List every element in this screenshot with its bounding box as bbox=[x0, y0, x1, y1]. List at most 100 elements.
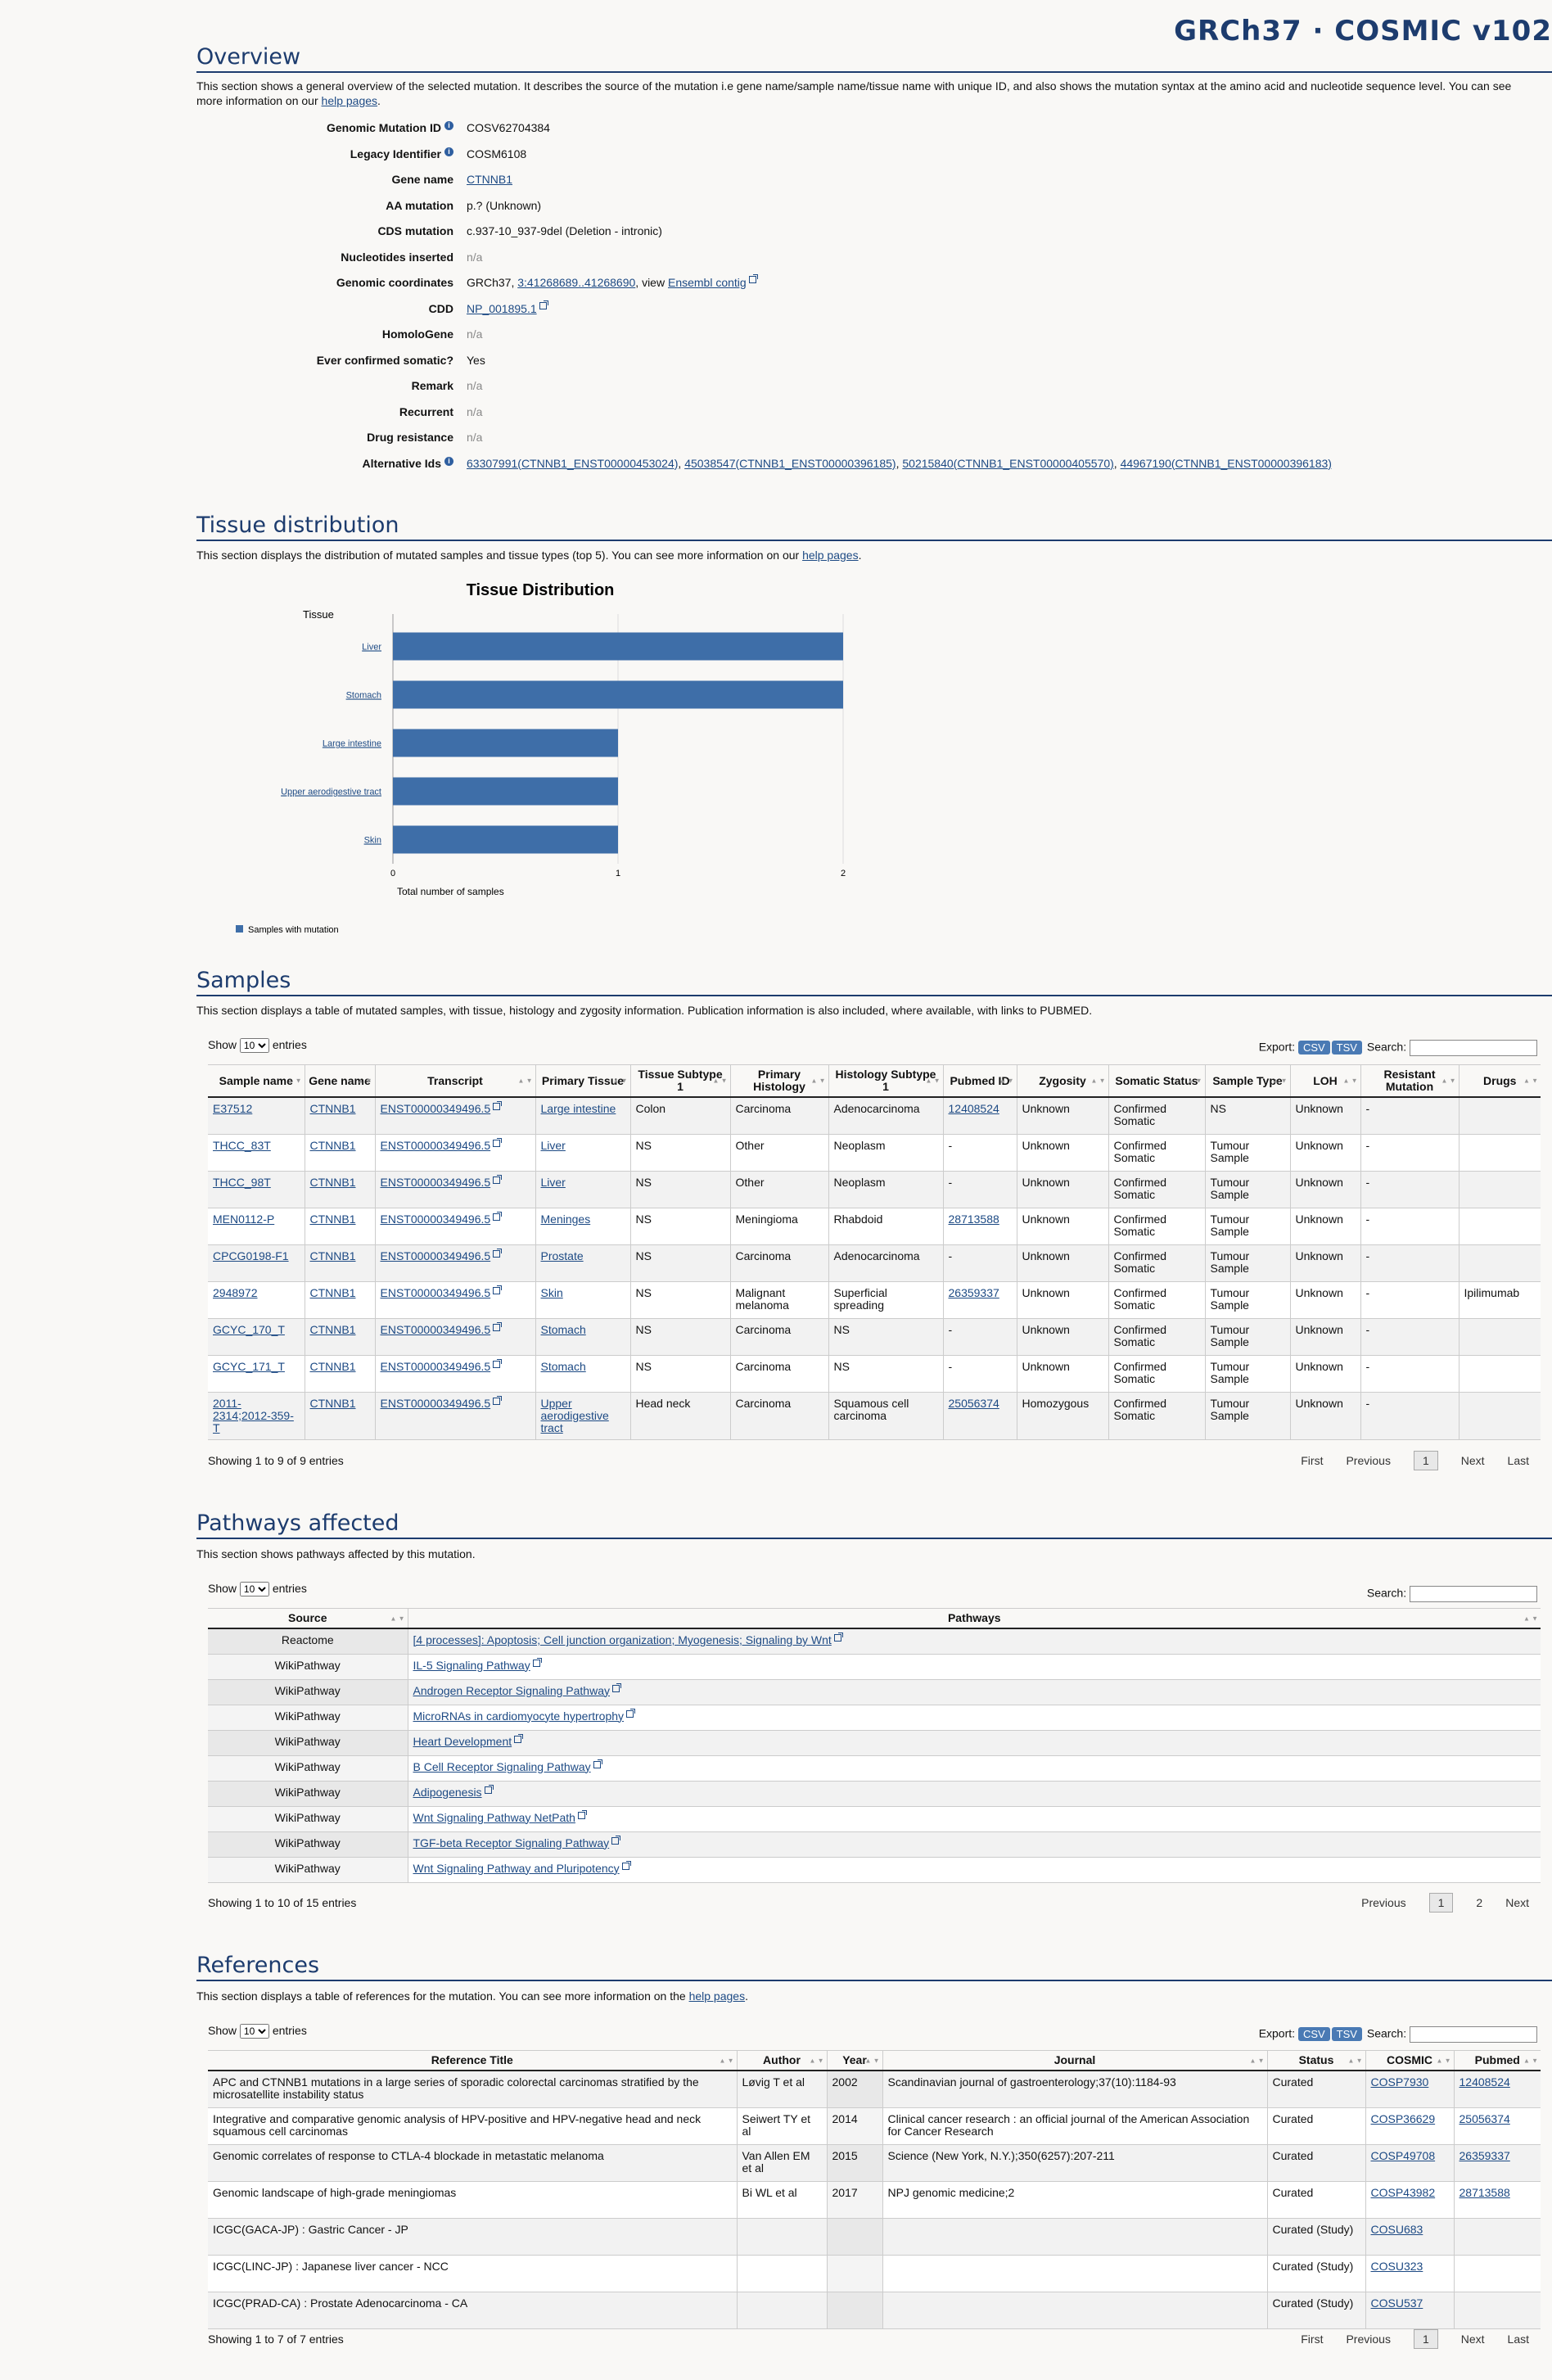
table-cell-link[interactable]: E37512 bbox=[213, 1102, 253, 1115]
samples-previous-button[interactable]: Previous bbox=[1346, 1454, 1391, 1467]
references-help-link[interactable]: help pages bbox=[688, 1989, 746, 2003]
table-cell-link[interactable]: ENST00000349496.5 bbox=[380, 1212, 491, 1226]
table-cell-link[interactable]: CTNNB1 bbox=[309, 1212, 356, 1226]
column-header[interactable]: Gene name ▲ ▼ bbox=[304, 1064, 375, 1098]
table-cell-link[interactable]: Skin bbox=[540, 1285, 563, 1299]
references-page-1-button[interactable]: 1 bbox=[1413, 2329, 1438, 2349]
table-cell-link[interactable]: Stomach bbox=[540, 1359, 586, 1373]
table-cell-link[interactable]: Large intestine bbox=[540, 1102, 616, 1115]
table-cell-link[interactable]: MEN0112-P bbox=[213, 1212, 275, 1226]
overview-field-link[interactable]: NP_001895.1 bbox=[467, 301, 537, 315]
column-header[interactable]: Tissue Subtype 1 ▲ ▼ bbox=[629, 1064, 730, 1098]
samples-entries-select[interactable]: 10 bbox=[239, 1038, 269, 1053]
table-cell-link[interactable]: CTNNB1 bbox=[309, 1102, 356, 1115]
overview-field-link[interactable]: 3:41268689..41268690 bbox=[517, 276, 636, 289]
alternative-id-link[interactable]: 45038547(CTNNB1_ENST00000396185) bbox=[684, 456, 896, 470]
references-previous-button[interactable]: Previous bbox=[1346, 2333, 1391, 2346]
table-cell-link[interactable]: ENST00000349496.5 bbox=[380, 1322, 491, 1336]
samples-next-button[interactable]: Next bbox=[1460, 1454, 1485, 1467]
table-cell-link[interactable]: 12408524 bbox=[1459, 2075, 1510, 2089]
table-cell-link[interactable]: ENST00000349496.5 bbox=[380, 1396, 491, 1410]
table-cell-link[interactable]: CTNNB1 bbox=[309, 1322, 356, 1336]
column-header[interactable]: Pathways ▲ ▼ bbox=[407, 1608, 1541, 1629]
table-cell-link[interactable]: ENST00000349496.5 bbox=[380, 1285, 491, 1299]
column-header[interactable]: Status ▲ ▼ bbox=[1266, 2050, 1365, 2071]
table-cell-link[interactable]: COSP49708 bbox=[1370, 2148, 1436, 2162]
chart-category-label[interactable]: Liver bbox=[362, 643, 381, 653]
table-cell-link[interactable]: Prostate bbox=[540, 1249, 584, 1262]
alternative-id-link[interactable]: 44967190(CTNNB1_ENST00000396183) bbox=[1120, 456, 1332, 470]
table-cell-link[interactable]: COSU683 bbox=[1370, 2222, 1423, 2236]
table-cell-link[interactable]: CTNNB1 bbox=[309, 1249, 356, 1262]
chart-category-label[interactable]: Skin bbox=[364, 836, 381, 846]
samples-search-input[interactable] bbox=[1410, 1040, 1537, 1056]
table-cell-link[interactable]: 2948972 bbox=[213, 1285, 258, 1299]
column-header[interactable]: Reference Title ▲ ▼ bbox=[208, 2050, 737, 2071]
column-header[interactable]: Drugs ▲ ▼ bbox=[1458, 1064, 1541, 1098]
table-cell-link[interactable]: Heart Development bbox=[413, 1734, 512, 1748]
column-header[interactable]: Somatic Status ▲ ▼ bbox=[1108, 1064, 1205, 1098]
info-icon[interactable]: i bbox=[444, 121, 453, 130]
table-cell-link[interactable]: ENST00000349496.5 bbox=[380, 1102, 491, 1115]
table-cell-link[interactable]: CTNNB1 bbox=[309, 1138, 356, 1152]
chart-category-label[interactable]: Large intestine bbox=[323, 739, 381, 749]
table-cell-link[interactable]: THCC_98T bbox=[213, 1175, 271, 1189]
info-icon[interactable]: i bbox=[444, 147, 453, 156]
table-cell-link[interactable]: COSP36629 bbox=[1370, 2111, 1436, 2125]
table-cell-link[interactable]: Adipogenesis bbox=[413, 1785, 482, 1799]
table-cell-link[interactable]: GCYC_171_T bbox=[213, 1359, 285, 1373]
chart-bar[interactable] bbox=[393, 777, 618, 806]
table-cell-link[interactable]: CPCG0198-F1 bbox=[213, 1249, 289, 1262]
column-header[interactable]: Transcript ▲ ▼ bbox=[374, 1064, 535, 1098]
column-header[interactable]: Primary Histology ▲ ▼ bbox=[729, 1064, 828, 1098]
column-header[interactable]: Year ▲ ▼ bbox=[826, 2050, 882, 2071]
samples-last-button[interactable]: Last bbox=[1507, 1454, 1529, 1467]
column-header[interactable]: Pubmed ID ▲ ▼ bbox=[942, 1064, 1017, 1098]
samples-page-1-button[interactable]: 1 bbox=[1413, 1451, 1438, 1470]
samples-first-button[interactable]: First bbox=[1301, 1454, 1324, 1467]
table-cell-link[interactable]: CTNNB1 bbox=[309, 1285, 356, 1299]
table-cell-link[interactable]: Liver bbox=[540, 1138, 566, 1152]
table-cell-link[interactable]: ENST00000349496.5 bbox=[380, 1359, 491, 1373]
table-cell-link[interactable]: [4 processes]: Apoptosis; Cell junction … bbox=[413, 1633, 832, 1646]
column-header[interactable]: Zygosity ▲ ▼ bbox=[1016, 1064, 1108, 1098]
table-cell-link[interactable]: TGF-beta Receptor Signaling Pathway bbox=[413, 1836, 610, 1849]
table-cell-link[interactable]: ENST00000349496.5 bbox=[380, 1138, 491, 1152]
pathways-next-button[interactable]: Next bbox=[1505, 1896, 1529, 1909]
pathways-page-2-button[interactable]: 2 bbox=[1476, 1896, 1483, 1909]
table-cell-link[interactable]: Stomach bbox=[540, 1322, 586, 1336]
samples-tsv-button[interactable]: TSV bbox=[1331, 1040, 1362, 1055]
table-cell-link[interactable]: 26359337 bbox=[948, 1285, 999, 1299]
table-cell-link[interactable]: 26359337 bbox=[1459, 2148, 1510, 2162]
overview-help-link[interactable]: help pages bbox=[321, 94, 378, 107]
chart-bar[interactable] bbox=[393, 825, 618, 854]
samples-csv-button[interactable]: CSV bbox=[1297, 1040, 1330, 1055]
references-next-button[interactable]: Next bbox=[1460, 2333, 1485, 2346]
column-header[interactable]: Sample Type ▲ ▼ bbox=[1204, 1064, 1290, 1098]
table-cell-link[interactable]: Meninges bbox=[540, 1212, 591, 1226]
references-entries-select[interactable]: 10 bbox=[239, 2024, 269, 2039]
overview-field-link[interactable]: CTNNB1 bbox=[467, 173, 513, 186]
table-cell-link[interactable]: 25056374 bbox=[948, 1396, 999, 1410]
table-cell-link[interactable]: ENST00000349496.5 bbox=[380, 1175, 491, 1189]
table-cell-link[interactable]: Wnt Signaling Pathway and Pluripotency bbox=[413, 1861, 620, 1875]
column-header[interactable]: COSMIC ▲ ▼ bbox=[1365, 2050, 1454, 2071]
table-cell-link[interactable]: 2011-2314;2012-359-T bbox=[213, 1396, 294, 1434]
pathways-page-1-button[interactable]: 1 bbox=[1428, 1893, 1454, 1913]
column-header[interactable]: Histology Subtype 1 ▲ ▼ bbox=[828, 1064, 943, 1098]
references-first-button[interactable]: First bbox=[1301, 2333, 1324, 2346]
table-cell-link[interactable]: IL-5 Signaling Pathway bbox=[413, 1658, 530, 1672]
table-cell-link[interactable]: COSP43982 bbox=[1370, 2185, 1436, 2199]
table-cell-link[interactable]: CTNNB1 bbox=[309, 1359, 356, 1373]
ensembl-contig-link[interactable]: Ensembl contig bbox=[667, 276, 747, 289]
table-cell-link[interactable]: Androgen Receptor Signaling Pathway bbox=[413, 1683, 611, 1697]
column-header[interactable]: LOH ▲ ▼ bbox=[1289, 1064, 1360, 1098]
table-cell-link[interactable]: GCYC_170_T bbox=[213, 1322, 285, 1336]
table-cell-link[interactable]: COSP7930 bbox=[1370, 2075, 1429, 2089]
table-cell-link[interactable]: Wnt Signaling Pathway NetPath bbox=[413, 1810, 575, 1824]
info-icon[interactable]: i bbox=[444, 456, 453, 466]
table-cell-link[interactable]: B Cell Receptor Signaling Pathway bbox=[413, 1759, 591, 1773]
column-header[interactable]: Author ▲ ▼ bbox=[736, 2050, 827, 2071]
table-cell-link[interactable]: 28713588 bbox=[948, 1212, 999, 1226]
references-tsv-button[interactable]: TSV bbox=[1331, 2026, 1362, 2041]
